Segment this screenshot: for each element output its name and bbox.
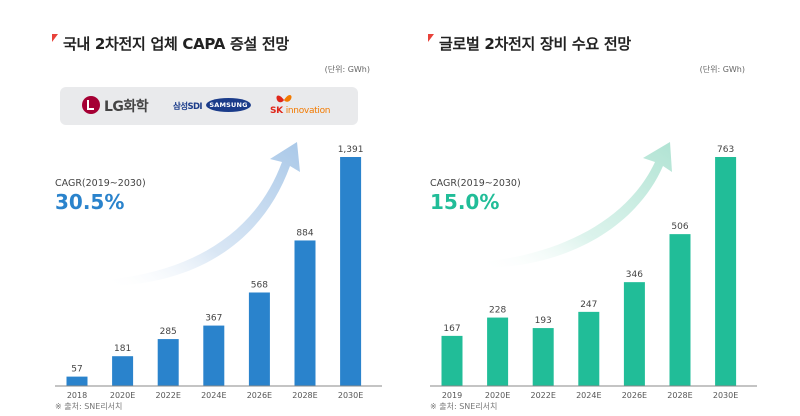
left-chart-panel: 국내 2차전지 업체 CAPA 증설 전망 (단위: GWh) LG화학 삼성S… <box>52 34 382 411</box>
right-value-label: 228 <box>489 306 506 316</box>
left-bar-2024E <box>203 325 225 386</box>
left-bar-2022E <box>157 339 179 386</box>
right-bar-2022E <box>532 328 554 386</box>
right-bar-chart: 167 2019 228 2020E 193 2022E 247 2024E 346 2026E 5… <box>430 142 757 400</box>
left-x-tick-label: 2024E <box>201 391 226 400</box>
left-x-tick-label: 2026E <box>247 391 272 400</box>
right-value-label: 763 <box>717 145 734 155</box>
sk-butterfly-icon <box>276 94 292 103</box>
left-x-tick-label: 2030E <box>338 391 363 400</box>
right-x-tick-label: 2024E <box>576 391 601 400</box>
sk-logo-text: SK <box>270 106 283 116</box>
right-cagr-label: CAGR(2019~2030) <box>430 178 521 189</box>
right-growth-arrow <box>480 142 672 268</box>
left-bar-2030E <box>340 157 362 386</box>
right-chart-panel: 글로벌 2차전지 장비 수요 전망 (단위: GWh) CAGR(2019~20… <box>400 0 800 416</box>
right-cagr-value: 15.0% <box>430 190 500 214</box>
samsung-logo: SAMSUNG <box>206 98 251 112</box>
right-source-note: ※ 출처: SNE리서치 <box>430 402 498 411</box>
left-title-marker <box>52 34 58 42</box>
left-x-tick-label: 2018 <box>67 391 87 400</box>
right-unit-label: (단위: GWh) <box>699 65 745 74</box>
right-title-marker <box>428 34 434 42</box>
left-bar-2020E <box>112 356 134 386</box>
right-x-tick-label: 2019 <box>442 391 462 400</box>
left-source-note: ※ 출처: SNE리서치 <box>55 402 123 411</box>
left-bar-2018 <box>66 376 88 386</box>
left-cagr-value: 30.5% <box>55 190 125 214</box>
left-value-label: 57 <box>71 365 82 375</box>
right-bar-2028E <box>669 234 691 386</box>
left-x-tick-label: 2028E <box>292 391 317 400</box>
right-bar-2024E <box>578 311 600 386</box>
right-value-label: 247 <box>580 300 597 310</box>
company-logo-box: LG화학 삼성SDI SAMSUNG SK innovation <box>60 87 358 125</box>
left-bar-2028E <box>294 240 316 386</box>
right-x-tick-label: 2020E <box>485 391 510 400</box>
right-value-label: 506 <box>671 222 688 232</box>
left-bar-chart: 57 2018 181 2020E 285 2022E 367 2024E 568 2026E 88… <box>55 142 382 400</box>
right-value-label: 167 <box>443 324 460 334</box>
left-bar-2026E <box>248 292 270 386</box>
left-value-label: 285 <box>160 327 177 337</box>
left-x-tick-label: 2022E <box>155 391 180 400</box>
left-value-label: 568 <box>251 280 268 290</box>
right-x-tick-label: 2026E <box>622 391 647 400</box>
left-value-label: 367 <box>205 314 222 324</box>
lg-chem-logo-text: LG화학 <box>104 99 149 115</box>
right-x-tick-label: 2030E <box>713 391 738 400</box>
left-chart-title: 국내 2차전지 업체 CAPA 증설 전망 <box>63 35 289 53</box>
right-bar-2030E <box>715 157 737 386</box>
left-x-tick-label: 2020E <box>110 391 135 400</box>
right-bar-2020E <box>487 317 509 386</box>
right-x-tick-label: 2028E <box>667 391 692 400</box>
left-value-label: 181 <box>114 344 131 354</box>
right-bar-2026E <box>623 282 645 386</box>
sk-innovation-logo-text: SK innovation <box>270 106 330 116</box>
left-unit-label: (단위: GWh) <box>324 65 370 74</box>
left-value-label: 884 <box>296 228 313 238</box>
left-value-label: 1,391 <box>338 145 364 155</box>
sk-logo-subtext: innovation <box>285 106 331 116</box>
right-bar-2019 <box>441 335 463 386</box>
right-chart-title: 글로벌 2차전지 장비 수요 전망 <box>439 35 631 53</box>
samsung-sdi-logo-text: 삼성SDI <box>173 102 203 112</box>
lg-logo-icon <box>82 96 100 114</box>
left-growth-arrow <box>105 142 300 286</box>
right-value-label: 193 <box>535 316 552 326</box>
right-x-tick-label: 2022E <box>530 391 555 400</box>
right-value-label: 346 <box>626 270 643 280</box>
left-cagr-label: CAGR(2019~2030) <box>55 178 146 189</box>
